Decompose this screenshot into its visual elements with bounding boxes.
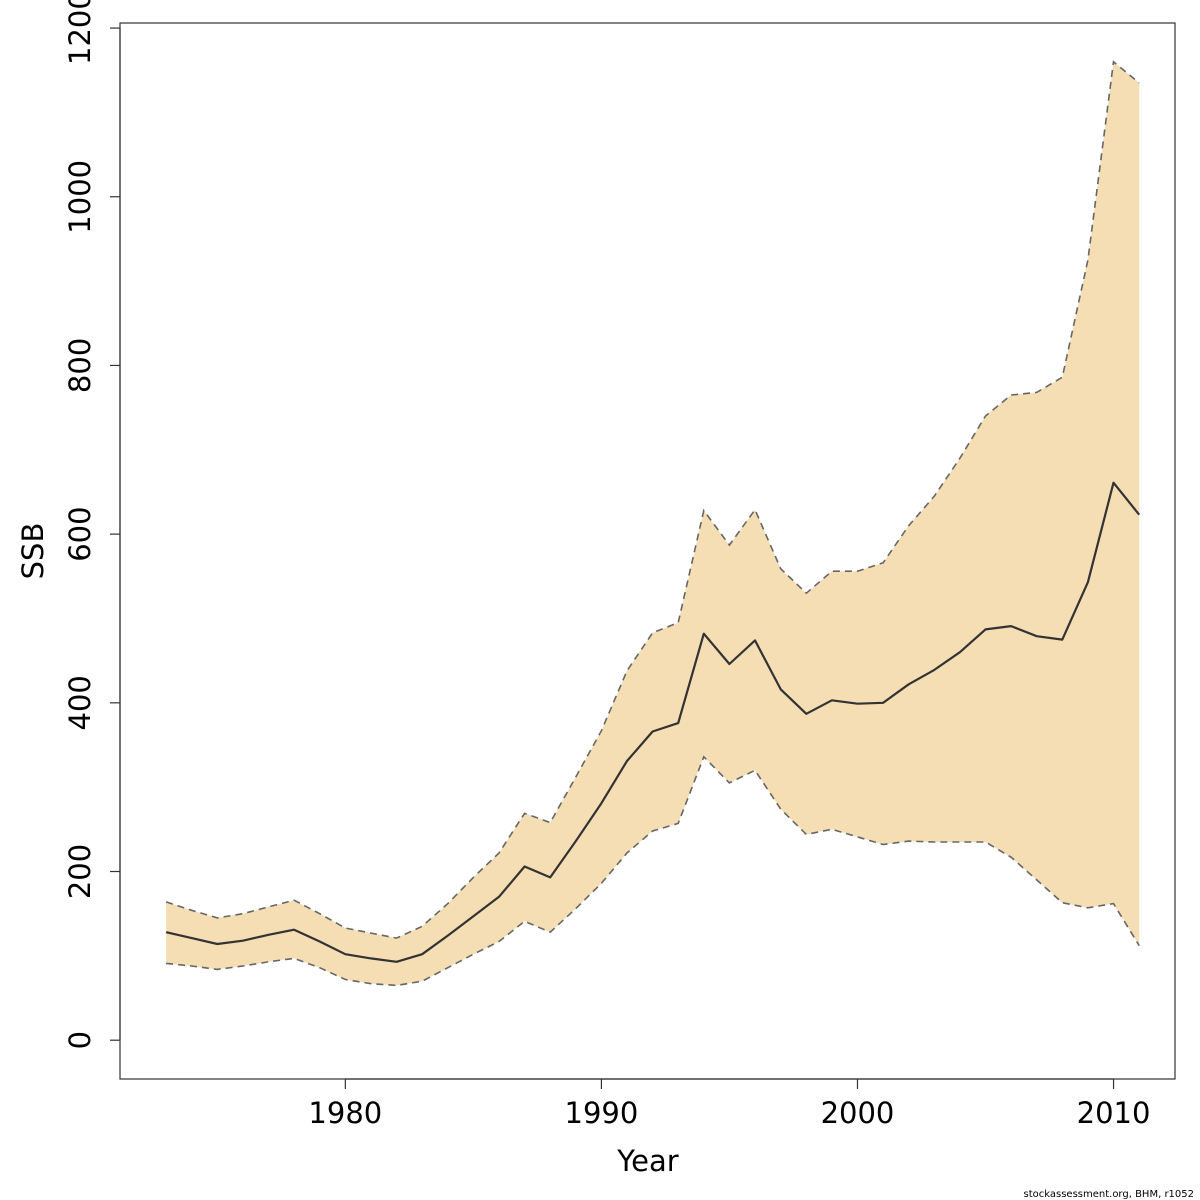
- y-tick-label: 200: [63, 844, 97, 899]
- y-axis: 0 200 400 600 800 1000 1200: [63, 0, 121, 1049]
- y-axis-title: SSB: [16, 523, 50, 580]
- y-tick-label: 600: [63, 506, 97, 561]
- footer-credit: stockassessment.org, BHM, r1052: [1024, 1189, 1195, 1200]
- confidence-band: [166, 61, 1140, 986]
- y-tick-label: 1200: [63, 0, 97, 65]
- x-tick-label: 2010: [1077, 1096, 1151, 1130]
- lower-bound-line: [166, 755, 1140, 987]
- upper-bound-line: [165, 60, 1140, 939]
- ssb-estimate-line: [165, 481, 1141, 963]
- x-tick-label: 1990: [565, 1096, 639, 1130]
- x-tick-label: 1980: [308, 1096, 382, 1130]
- x-tick-label: 2000: [821, 1096, 895, 1130]
- y-tick-label: 800: [63, 338, 97, 393]
- y-tick-label: 0: [63, 1031, 97, 1049]
- y-tick-label: 400: [63, 675, 97, 730]
- y-tick-label: 1000: [63, 160, 97, 234]
- x-axis: 1980 1990 2000 2010: [308, 1078, 1151, 1130]
- x-axis-title: Year: [616, 1144, 678, 1178]
